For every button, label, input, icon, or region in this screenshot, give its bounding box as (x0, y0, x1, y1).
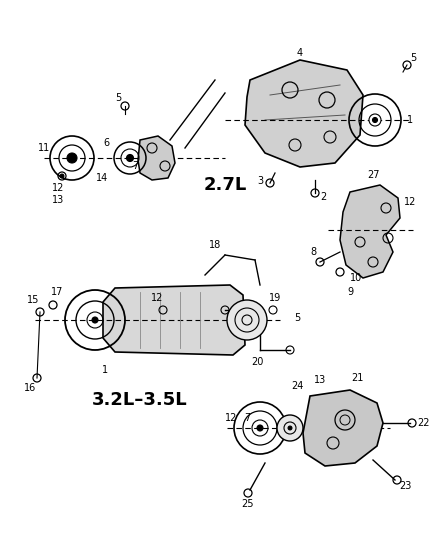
Text: 18: 18 (209, 240, 221, 250)
Text: 7: 7 (244, 413, 250, 423)
Text: 15: 15 (27, 295, 39, 305)
Text: 20: 20 (251, 357, 263, 367)
Text: 9: 9 (347, 287, 353, 297)
Text: 12: 12 (404, 197, 416, 207)
Text: 13: 13 (314, 375, 326, 385)
Polygon shape (103, 285, 245, 355)
Text: 13: 13 (52, 195, 64, 205)
Text: 1: 1 (102, 365, 108, 375)
Circle shape (92, 317, 98, 323)
Text: 6: 6 (103, 138, 109, 148)
Circle shape (257, 425, 263, 431)
Circle shape (372, 117, 378, 123)
Text: 12: 12 (225, 413, 237, 423)
Text: 3.2L–3.5L: 3.2L–3.5L (92, 391, 188, 409)
Text: 2.7L: 2.7L (203, 176, 247, 194)
Text: 10: 10 (350, 273, 362, 283)
Text: 3: 3 (257, 176, 263, 186)
Text: 11: 11 (38, 143, 50, 153)
Circle shape (369, 114, 381, 126)
Text: 5: 5 (410, 53, 416, 63)
Text: 4: 4 (297, 48, 303, 58)
Text: 17: 17 (51, 287, 63, 297)
Polygon shape (245, 60, 363, 167)
Text: 22: 22 (417, 418, 429, 428)
Text: 12: 12 (52, 183, 64, 193)
Text: 12: 12 (151, 293, 163, 303)
Circle shape (277, 415, 303, 441)
Text: 7: 7 (132, 161, 138, 171)
Circle shape (227, 300, 267, 340)
Polygon shape (340, 185, 400, 278)
Text: 1: 1 (407, 115, 413, 125)
Text: 5: 5 (115, 93, 121, 103)
Polygon shape (138, 136, 175, 180)
Circle shape (288, 426, 292, 430)
Text: 19: 19 (269, 293, 281, 303)
Text: 23: 23 (399, 481, 411, 491)
Text: 8: 8 (310, 247, 316, 257)
Text: 14: 14 (96, 173, 108, 183)
Text: 2: 2 (320, 192, 326, 202)
Circle shape (127, 155, 134, 161)
Circle shape (60, 174, 64, 178)
Text: 25: 25 (242, 499, 254, 509)
Polygon shape (303, 390, 383, 466)
Text: 24: 24 (291, 381, 303, 391)
Text: 16: 16 (24, 383, 36, 393)
Text: 21: 21 (351, 373, 363, 383)
Text: 5: 5 (294, 313, 300, 323)
Text: 27: 27 (367, 170, 379, 180)
Circle shape (67, 153, 77, 163)
